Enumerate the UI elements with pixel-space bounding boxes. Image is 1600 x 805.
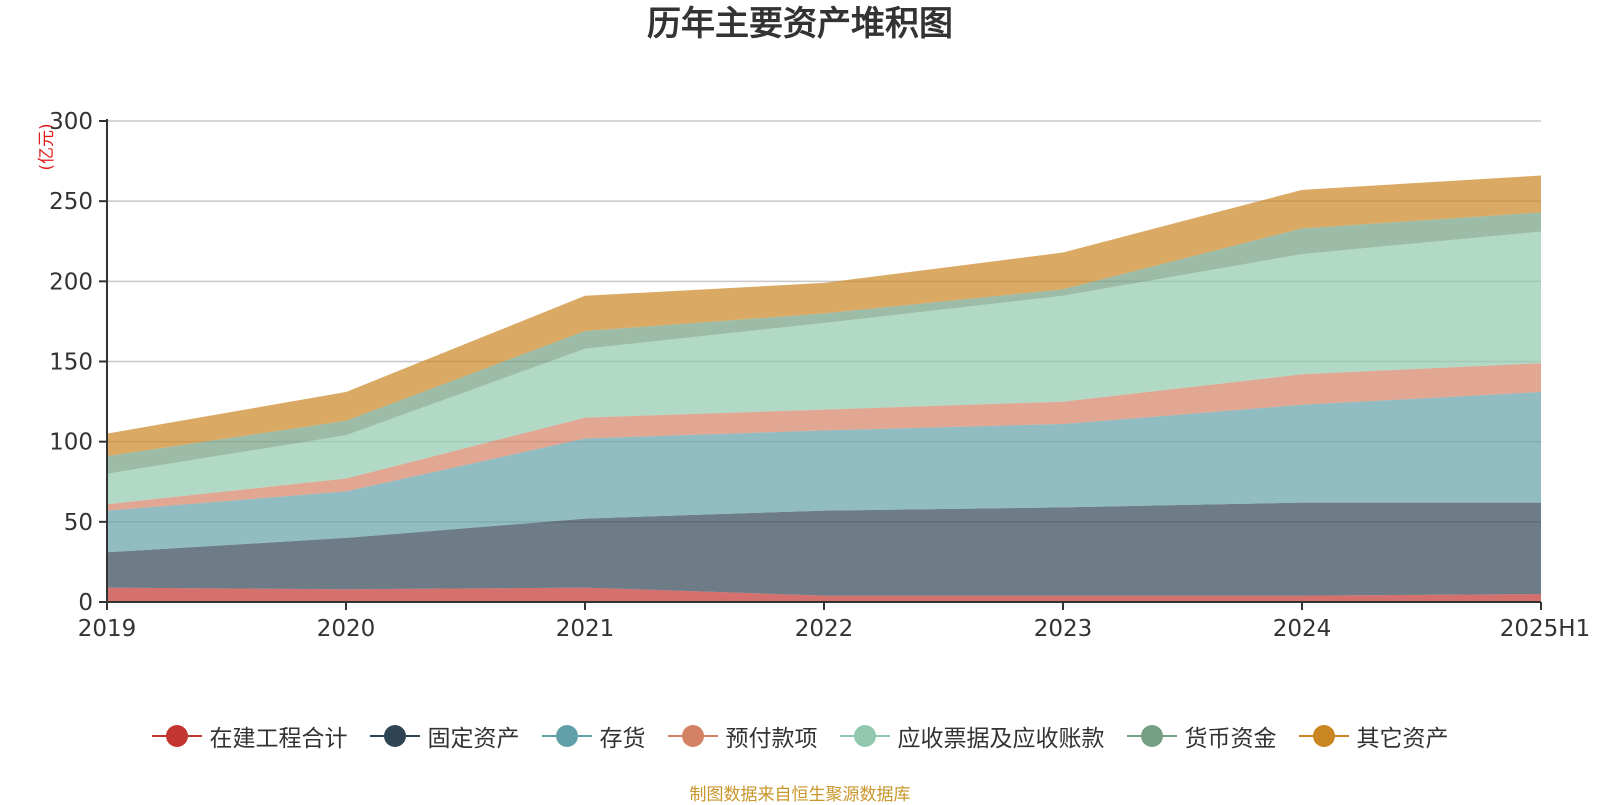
y-tick-label: 250 bbox=[49, 189, 93, 215]
legend-item-6[interactable]: 其它资产 bbox=[1298, 719, 1449, 753]
legend-label: 预付款项 bbox=[725, 726, 818, 752]
x-tick-label: 2021 bbox=[556, 616, 615, 642]
legend-label: 其它资产 bbox=[1356, 726, 1449, 752]
area-series-4[interactable] bbox=[107, 231, 1541, 505]
legend-marker-icon bbox=[541, 723, 592, 749]
legend-label: 固定资产 bbox=[427, 726, 520, 752]
y-tick-label: 0 bbox=[78, 590, 93, 616]
y-tick-label: 150 bbox=[49, 350, 93, 376]
x-tick-label: 2025H1 bbox=[1500, 616, 1590, 642]
axes bbox=[99, 119, 1542, 610]
legend-marker-icon bbox=[667, 723, 718, 749]
legend-item-1[interactable]: 固定资产 bbox=[369, 719, 520, 753]
y-tick-label: 50 bbox=[64, 510, 93, 536]
x-tick-label: 2023 bbox=[1034, 616, 1093, 642]
legend-item-4[interactable]: 应收票据及应收账款 bbox=[839, 719, 1105, 753]
legend-label: 应收票据及应收账款 bbox=[897, 726, 1105, 752]
area-series-2[interactable] bbox=[107, 392, 1541, 553]
x-tick-label: 2020 bbox=[317, 616, 376, 642]
area-series-0[interactable] bbox=[107, 587, 1541, 602]
stacked-area-chart: 0 50 100 150 200 250 300 2019 2020 2021 2022 2023 20… bbox=[49, 109, 1590, 642]
y-tick-label: 300 bbox=[49, 109, 93, 135]
area-series-6[interactable] bbox=[107, 175, 1541, 457]
area-series-1[interactable] bbox=[107, 502, 1541, 596]
legend-marker-icon bbox=[151, 723, 202, 749]
x-tick-label: 2019 bbox=[78, 616, 137, 642]
legend-label: 存货 bbox=[599, 726, 646, 752]
legend-item-2[interactable]: 存货 bbox=[541, 719, 646, 753]
legend-marker-icon bbox=[839, 723, 890, 749]
legend-item-5[interactable]: 货币资金 bbox=[1126, 719, 1277, 753]
area-series-3[interactable] bbox=[107, 363, 1541, 511]
tick-labels: 0 50 100 150 200 250 300 2019 2020 2021 2022 2023 20… bbox=[49, 109, 1590, 642]
legend-label: 货币资金 bbox=[1184, 726, 1277, 752]
chart-title: 历年主要资产堆积图 bbox=[647, 4, 953, 44]
legend-item-0[interactable]: 在建工程合计 bbox=[151, 719, 348, 753]
legend-label: 在建工程合计 bbox=[209, 726, 348, 752]
area-layers bbox=[107, 175, 1541, 602]
legend: 在建工程合计 固定资产 存货 预付款项 应收票据及应收账款 货币资金 其它资产 bbox=[0, 718, 1600, 754]
legend-item-3[interactable]: 预付款项 bbox=[667, 719, 818, 753]
area-series-5[interactable] bbox=[107, 212, 1541, 474]
legend-marker-icon bbox=[1126, 723, 1177, 749]
y-tick-label: 100 bbox=[49, 430, 93, 456]
y-tick-label: 200 bbox=[49, 269, 93, 295]
legend-marker-icon bbox=[369, 723, 420, 749]
x-tick-label: 2024 bbox=[1273, 616, 1332, 642]
legend-marker-icon bbox=[1298, 723, 1349, 749]
x-tick-label: 2022 bbox=[795, 616, 854, 642]
source-note: 制图数据来自恒生聚源数据库 bbox=[689, 785, 911, 805]
